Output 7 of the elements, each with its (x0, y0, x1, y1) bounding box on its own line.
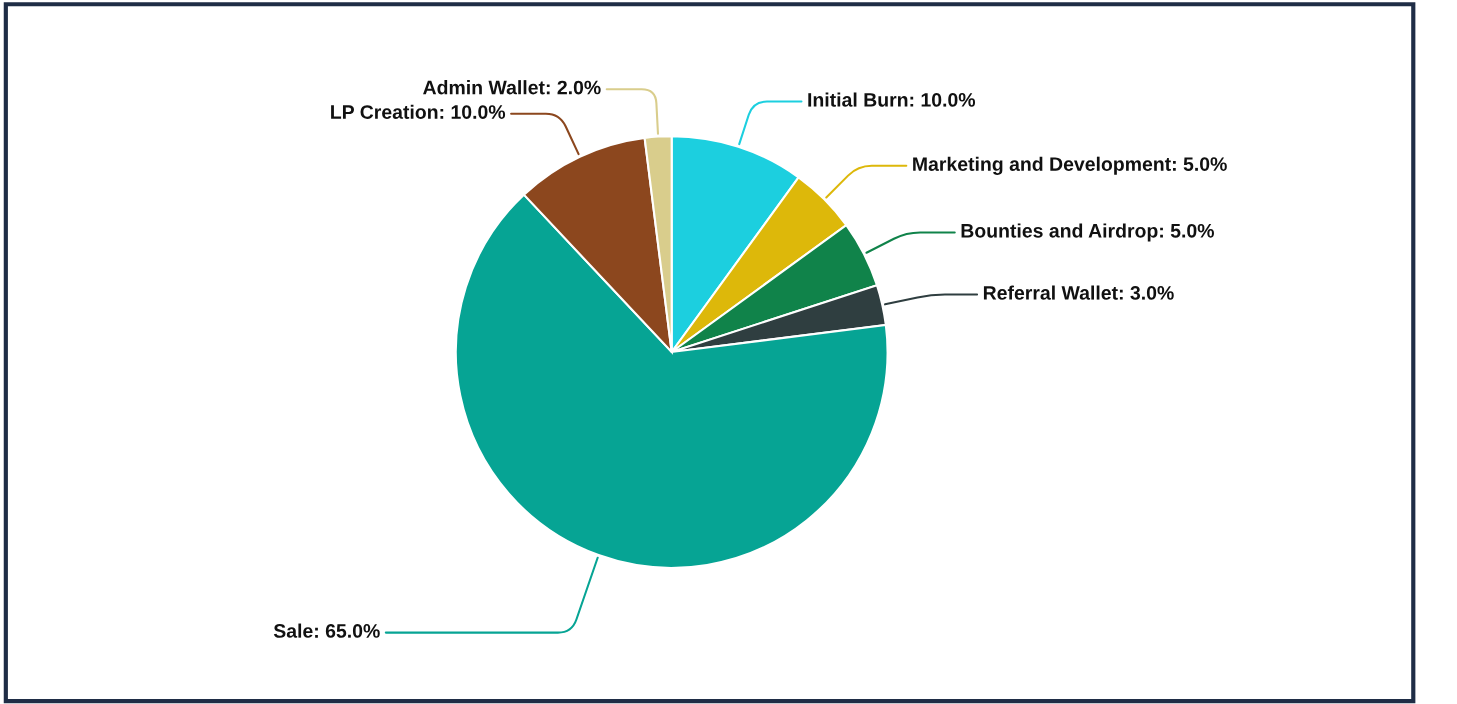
slice-label: Referral Wallet: 3.0% (983, 285, 1174, 300)
slice-label: Bounties and Airdrop: 5.0% (961, 223, 1214, 242)
slice-label: Marketing and Development: 5.0% (913, 156, 1227, 175)
slice-label: Admin Wallet: 2.0% (423, 80, 601, 95)
slice-label: Sale: 65.0% (273, 623, 380, 638)
slice-label: LP Creation: 10.0% (331, 104, 506, 119)
slice-label: Initial Burn: 10.0% (808, 92, 976, 107)
